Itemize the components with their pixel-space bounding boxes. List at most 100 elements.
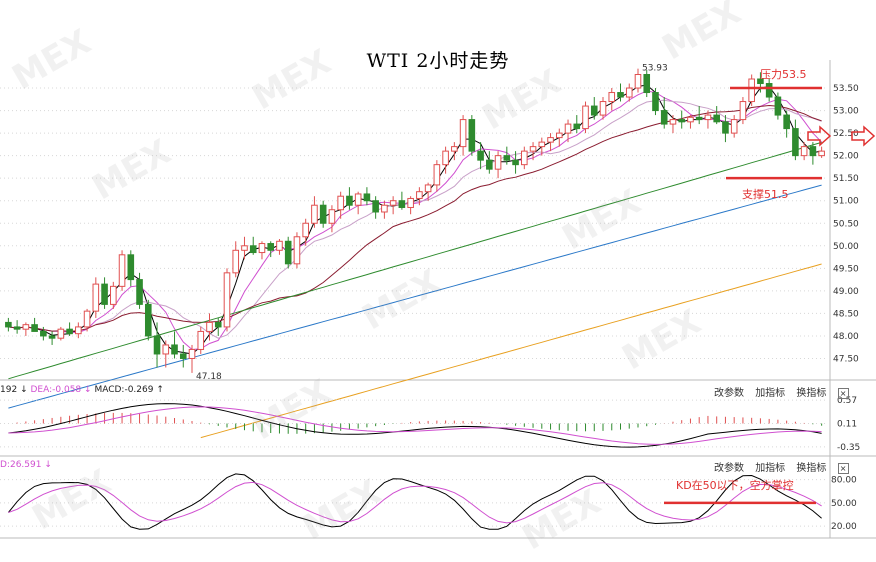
- candle-body: [101, 283, 108, 305]
- candle-body: [695, 116, 703, 121]
- candle-body: [162, 344, 170, 355]
- candle-body: [634, 74, 642, 89]
- down-arrow-icon: ↓: [20, 385, 28, 395]
- candle-body: [241, 245, 248, 251]
- macd-change-params-button[interactable]: 改参数: [714, 388, 744, 399]
- candle-body: [757, 78, 764, 85]
- candle-body: [171, 344, 178, 355]
- candle-body: [713, 114, 720, 123]
- macd-value-label: MACD:-0.269: [94, 385, 154, 395]
- macd-dea-line: [8, 406, 822, 445]
- candle-body: [774, 96, 782, 116]
- candle-body: [564, 123, 572, 134]
- candle-body: [590, 105, 598, 116]
- candle-body: [503, 155, 511, 161]
- kdj-add-indicator-button[interactable]: 加指标: [755, 463, 786, 474]
- candle-body: [477, 150, 484, 161]
- candle-body: [118, 254, 126, 287]
- candle-body: [538, 141, 546, 148]
- candle-body: [276, 240, 283, 251]
- moving-average-line: [8, 104, 822, 332]
- up-arrow-icon: ↑: [156, 385, 164, 395]
- macd-y-tick-label: -0.35: [837, 443, 860, 453]
- macd-y-tick-label: 0.57: [837, 396, 857, 406]
- y-tick-label: 47.50: [833, 354, 859, 364]
- kdj-annotation-label: KD在50以下，空方掌控: [676, 479, 794, 492]
- y-tick-label: 51.00: [833, 197, 859, 207]
- y-tick-label: 53.50: [833, 84, 859, 94]
- candle-body: [31, 324, 38, 332]
- kdj-y-tick-label: 20.00: [831, 522, 857, 532]
- moving-average-line: [95, 99, 822, 339]
- candle-body: [809, 146, 817, 157]
- high-price-label: 53.93: [642, 64, 668, 74]
- kdj-toolbar: 改参数 加指标 换指标 ×: [706, 459, 849, 474]
- candle-body: [319, 204, 327, 224]
- candle-body: [407, 197, 414, 208]
- candle-body: [75, 326, 82, 335]
- kdj-switch-indicator-button[interactable]: 换指标: [796, 463, 827, 474]
- candle-body: [223, 272, 231, 328]
- down-arrow-icon: ↓: [84, 385, 92, 395]
- resistance-label: 压力53.5: [760, 68, 807, 81]
- candle-body: [398, 200, 406, 208]
- candle-body: [800, 146, 808, 157]
- candle-body: [57, 328, 65, 339]
- candle-body: [354, 193, 362, 206]
- candle-body: [512, 159, 519, 166]
- candle-body: [372, 200, 379, 213]
- kdj-close-icon[interactable]: ×: [837, 462, 849, 474]
- moving-average-line: [200, 263, 822, 439]
- moving-average-line: [8, 184, 822, 409]
- candle-body: [704, 114, 712, 121]
- candle-body: [494, 155, 502, 170]
- candle-body: [249, 245, 257, 254]
- candle-body: [783, 114, 790, 130]
- candle-body: [529, 146, 537, 152]
- right-arrow-icon: [807, 125, 832, 147]
- y-tick-label: 51.50: [833, 174, 859, 184]
- moving-average-line: [8, 90, 822, 351]
- y-tick-label: 48.50: [833, 309, 859, 319]
- moving-average-line: [8, 141, 822, 380]
- y-tick-label: 48.00: [833, 332, 859, 342]
- y-tick-label: 53.00: [833, 107, 859, 117]
- candle-body: [416, 191, 423, 199]
- macd-add-indicator-button[interactable]: 加指标: [755, 388, 786, 399]
- macd-switch-indicator-button[interactable]: 换指标: [796, 388, 827, 399]
- candle-body: [346, 195, 353, 206]
- candle-body: [818, 150, 825, 157]
- right-arrow-icon: [851, 125, 876, 147]
- candle-body: [599, 101, 607, 116]
- candle-body: [363, 193, 371, 202]
- candle-body: [92, 283, 100, 312]
- candle-body: [625, 87, 633, 98]
- macd-dif-line: [8, 403, 822, 448]
- kdj-d-label: D:26.591: [0, 460, 42, 470]
- y-tick-label: 49.50: [833, 264, 859, 274]
- candle-body: [127, 254, 135, 281]
- chart-title: WTI 2小时走势: [366, 50, 510, 72]
- macd-close-icon[interactable]: ×: [837, 387, 849, 399]
- y-tick-label: 52.50: [833, 129, 859, 139]
- candle-body: [284, 240, 292, 265]
- candle-body: [5, 321, 12, 328]
- candle-body: [197, 330, 205, 350]
- candle-body: [214, 321, 222, 328]
- macd-dea-label: DEA:-0.058: [30, 385, 82, 395]
- candle-body: [617, 92, 624, 98]
- kdj-change-params-button[interactable]: 改参数: [714, 463, 744, 474]
- candle-body: [468, 119, 476, 152]
- candle-body: [669, 119, 677, 125]
- candle-body: [765, 83, 773, 98]
- candle-body: [13, 326, 21, 330]
- candle-body: [389, 200, 397, 206]
- candle-body: [258, 243, 266, 254]
- candle-body: [792, 128, 799, 157]
- candle-body: [83, 310, 91, 328]
- candle-body: [486, 159, 493, 170]
- candle-body: [739, 101, 747, 121]
- candle-body: [302, 222, 309, 238]
- down-arrow-icon: ↓: [44, 460, 52, 470]
